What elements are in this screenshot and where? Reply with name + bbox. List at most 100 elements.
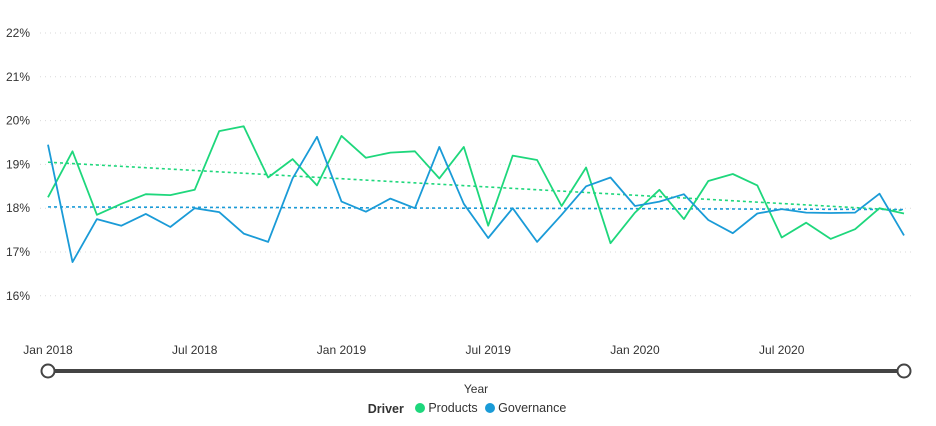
data-point-governance[interactable] xyxy=(168,225,172,229)
x-tick-label: Jan 2019 xyxy=(317,343,367,357)
data-point-governance[interactable] xyxy=(315,135,319,139)
x-tick-label: Jan 2018 xyxy=(23,343,73,357)
data-point-products[interactable] xyxy=(462,145,466,149)
data-point-products[interactable] xyxy=(193,188,197,192)
data-point-governance[interactable] xyxy=(437,145,441,149)
data-point-products[interactable] xyxy=(682,217,686,221)
data-point-products[interactable] xyxy=(560,204,564,208)
data-point-governance[interactable] xyxy=(193,206,197,210)
data-point-products[interactable] xyxy=(829,237,833,241)
x-tick-label: Jul 2020 xyxy=(759,343,805,357)
legend-item-products[interactable]: Products xyxy=(415,401,478,415)
data-point-governance[interactable] xyxy=(731,231,735,235)
data-point-governance[interactable] xyxy=(119,224,123,228)
data-point-governance[interactable] xyxy=(242,232,246,236)
x-axis: Jan 2018 Jul 2018 Jan 2019 Jul 2019 Jan 2020… xyxy=(23,343,804,357)
range-slider-end-handle[interactable] xyxy=(896,363,912,379)
data-point-products[interactable] xyxy=(413,149,417,153)
x-tick-label: Jul 2018 xyxy=(172,343,218,357)
data-point-products[interactable] xyxy=(364,156,368,160)
data-point-products[interactable] xyxy=(853,227,857,231)
data-point-governance[interactable] xyxy=(486,236,490,240)
x-axis-title: Year xyxy=(464,382,488,396)
data-point-governance[interactable] xyxy=(364,210,368,214)
y-tick-label: 20% xyxy=(6,114,30,128)
data-point-governance[interactable] xyxy=(413,206,417,210)
data-point-governance[interactable] xyxy=(755,211,759,215)
data-point-products[interactable] xyxy=(657,188,661,192)
data-point-governance[interactable] xyxy=(462,202,466,206)
data-point-governance[interactable] xyxy=(780,207,784,211)
y-tick-label: 18% xyxy=(6,201,30,215)
data-point-governance[interactable] xyxy=(511,206,515,210)
data-point-governance[interactable] xyxy=(46,143,50,147)
data-point-governance[interactable] xyxy=(706,218,710,222)
series-line-products[interactable] xyxy=(47,125,905,245)
y-tick-label: 19% xyxy=(6,157,30,171)
data-point-products[interactable] xyxy=(168,193,172,197)
data-point-products[interactable] xyxy=(486,224,490,228)
data-point-governance[interactable] xyxy=(853,211,857,215)
data-point-governance[interactable] xyxy=(266,240,270,244)
data-point-products[interactable] xyxy=(70,149,74,153)
data-point-governance[interactable] xyxy=(291,176,295,180)
legend: Driver Products Governance xyxy=(0,401,936,416)
data-point-governance[interactable] xyxy=(560,213,564,217)
y-axis: 16% 17% 18% 19% 20% 21% 22% xyxy=(6,26,30,303)
data-point-products[interactable] xyxy=(95,213,99,217)
data-point-products[interactable] xyxy=(388,151,392,155)
data-point-products[interactable] xyxy=(266,176,270,180)
data-point-products[interactable] xyxy=(584,165,588,169)
series-line-governance[interactable] xyxy=(47,135,905,264)
data-point-products[interactable] xyxy=(315,183,319,187)
data-point-products[interactable] xyxy=(217,129,221,133)
data-point-products[interactable] xyxy=(535,158,539,162)
data-point-governance[interactable] xyxy=(902,233,906,237)
data-point-products[interactable] xyxy=(339,134,343,138)
x-tick-label: Jul 2019 xyxy=(466,343,512,357)
legend-swatch-products xyxy=(415,403,426,413)
legend-label-products: Products xyxy=(428,401,478,415)
data-point-governance[interactable] xyxy=(584,184,588,188)
data-point-governance[interactable] xyxy=(804,211,808,215)
data-point-products[interactable] xyxy=(706,179,710,183)
data-point-governance[interactable] xyxy=(829,211,833,215)
data-point-governance[interactable] xyxy=(95,217,99,221)
series-lines xyxy=(46,124,906,264)
data-point-products[interactable] xyxy=(437,176,441,180)
data-point-products[interactable] xyxy=(119,202,123,206)
legend-item-governance[interactable]: Governance xyxy=(485,401,566,415)
data-point-governance[interactable] xyxy=(535,240,539,244)
data-point-products[interactable] xyxy=(804,221,808,225)
data-point-products[interactable] xyxy=(291,157,295,161)
range-slider[interactable] xyxy=(40,363,912,379)
data-point-products[interactable] xyxy=(780,236,784,240)
data-point-governance[interactable] xyxy=(70,260,74,264)
y-tick-label: 21% xyxy=(6,70,30,84)
data-point-governance[interactable] xyxy=(633,204,637,208)
data-point-governance[interactable] xyxy=(144,212,148,216)
data-point-products[interactable] xyxy=(609,241,613,245)
data-point-products[interactable] xyxy=(755,183,759,187)
data-point-products[interactable] xyxy=(46,195,50,199)
data-point-products[interactable] xyxy=(144,192,148,196)
data-point-governance[interactable] xyxy=(339,200,343,204)
data-point-products[interactable] xyxy=(731,172,735,176)
data-point-products[interactable] xyxy=(242,124,246,128)
data-point-governance[interactable] xyxy=(609,176,613,180)
range-slider-start-handle[interactable] xyxy=(40,363,56,379)
data-point-products[interactable] xyxy=(511,154,515,158)
data-point-products[interactable] xyxy=(902,211,906,215)
gridlines xyxy=(40,32,912,297)
data-point-governance[interactable] xyxy=(388,197,392,201)
x-tick-label: Jan 2020 xyxy=(610,343,660,357)
data-point-products[interactable] xyxy=(633,211,637,215)
data-point-products[interactable] xyxy=(878,206,882,210)
data-point-governance[interactable] xyxy=(657,200,661,204)
legend-title: Driver xyxy=(367,402,404,416)
y-tick-label: 17% xyxy=(6,245,30,259)
data-point-governance[interactable] xyxy=(682,192,686,196)
data-point-governance[interactable] xyxy=(878,192,882,196)
data-point-governance[interactable] xyxy=(217,210,221,214)
